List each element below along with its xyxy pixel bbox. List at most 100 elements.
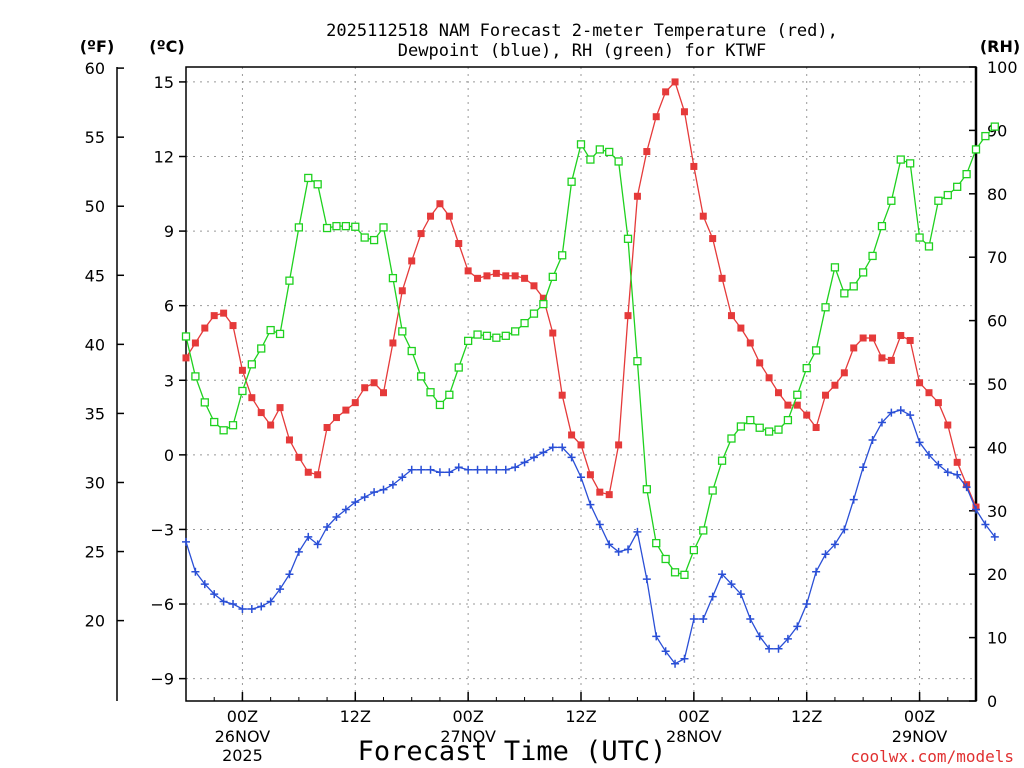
dewpoint-point xyxy=(511,463,520,472)
dewpoint-point xyxy=(736,590,745,599)
grid-lines xyxy=(186,67,976,701)
temperature-point xyxy=(389,339,397,347)
dewpoint-point xyxy=(605,540,614,549)
dewpoint-point xyxy=(323,522,332,531)
rh-point xyxy=(934,196,943,205)
rh-point xyxy=(633,357,642,366)
rh-point xyxy=(473,330,482,339)
temperature-point xyxy=(549,329,557,337)
dewpoint-point xyxy=(595,520,604,529)
temperature-point xyxy=(624,312,632,320)
dewpoint-point xyxy=(981,520,990,529)
temperature-point xyxy=(859,334,867,342)
temperature-point xyxy=(436,200,444,208)
rh-point xyxy=(322,223,332,233)
rh-tick-label: 60 xyxy=(987,312,1007,331)
dewpoint-point xyxy=(398,473,407,482)
unit-label-rh: (RH) xyxy=(980,37,1020,56)
temperature-point xyxy=(897,332,905,340)
dewpoint-point xyxy=(388,480,397,489)
rh-point xyxy=(313,180,322,189)
rh-point xyxy=(228,421,238,430)
dewpoint-point xyxy=(548,443,557,452)
temperature-point xyxy=(718,274,726,282)
rh-point xyxy=(511,327,520,336)
temperature-point xyxy=(229,322,237,330)
temperature-point xyxy=(530,282,538,290)
rh-point xyxy=(285,276,294,285)
dewpoint-point xyxy=(661,647,670,656)
fahrenheit-tick-label: 45 xyxy=(85,266,105,285)
temperature-point xyxy=(746,339,754,347)
temperature-point xyxy=(332,414,340,422)
unit-label-fahrenheit: (ºF) xyxy=(80,37,115,56)
dewpoint-point xyxy=(962,483,971,492)
dewpoint-point xyxy=(990,532,999,541)
dewpoint-point xyxy=(802,600,811,609)
x-tick-year: 2025 xyxy=(222,746,263,765)
chart-title-line1: 2025112518 NAM Forecast 2-meter Temperat… xyxy=(326,21,838,41)
celsius-tick-label: 9 xyxy=(164,222,174,241)
rh-point xyxy=(247,360,256,369)
rh-point xyxy=(181,332,191,341)
temperature-point xyxy=(558,391,566,399)
dewpoint-point xyxy=(577,473,585,482)
dewpoint-point xyxy=(247,605,256,614)
data-series xyxy=(181,78,999,668)
rh-point xyxy=(821,303,830,312)
temperature-point xyxy=(690,162,698,170)
dewpoint-point xyxy=(887,408,896,417)
dewpoint-point xyxy=(821,550,830,559)
rh-point xyxy=(689,545,699,555)
temperature-point xyxy=(417,230,425,238)
temperature-point xyxy=(474,274,482,282)
rh-point xyxy=(614,157,623,166)
dewpoint-point xyxy=(915,438,924,447)
dewpoint-point xyxy=(868,435,877,444)
rh-point xyxy=(981,131,990,141)
dewpoint-point xyxy=(360,493,369,502)
dewpoint-point xyxy=(793,622,802,631)
temperature-point xyxy=(699,212,707,220)
x-tick-label: 12Z xyxy=(791,707,822,726)
temperature-point xyxy=(539,294,547,302)
temperature-point xyxy=(398,287,406,295)
temperature-point xyxy=(916,379,924,387)
rh-tick-label: 40 xyxy=(987,438,1007,457)
rh-point xyxy=(906,159,915,168)
temperature-point xyxy=(342,406,350,414)
dewpoint-point xyxy=(539,448,548,457)
dewpoint-point xyxy=(417,465,426,474)
rh-point xyxy=(275,329,285,339)
rh-point xyxy=(717,456,727,465)
rh-point xyxy=(802,363,811,373)
rh-point xyxy=(858,268,868,277)
dewpoint-point xyxy=(774,644,783,653)
series-temperature xyxy=(182,78,980,511)
dewpoint-point xyxy=(652,632,661,641)
dewpoint-point xyxy=(529,453,538,462)
temperature-point xyxy=(295,453,303,461)
temperature-point xyxy=(596,488,604,496)
dewpoint-point xyxy=(614,547,623,556)
rh-point xyxy=(755,423,764,432)
temperature-point xyxy=(793,401,801,409)
temperature-point xyxy=(182,354,190,362)
rh-tick-label: 20 xyxy=(987,565,1007,584)
dewpoint-point xyxy=(689,614,698,623)
rh-point xyxy=(840,289,849,298)
rh-point xyxy=(332,221,341,231)
temperature-point xyxy=(568,431,576,439)
x-tick-label: 12Z xyxy=(340,707,371,726)
dewpoint-point xyxy=(558,443,567,452)
temperature-point xyxy=(840,369,848,377)
rh-point xyxy=(896,155,905,164)
dewpoint-point xyxy=(586,500,595,509)
dewpoint-point xyxy=(313,540,322,549)
temperature-point xyxy=(737,324,745,332)
dewpoint-point xyxy=(567,453,576,462)
rh-point xyxy=(868,251,877,261)
rh-point xyxy=(962,169,971,179)
temperature-point xyxy=(445,212,453,220)
dewpoint-point xyxy=(257,602,266,611)
